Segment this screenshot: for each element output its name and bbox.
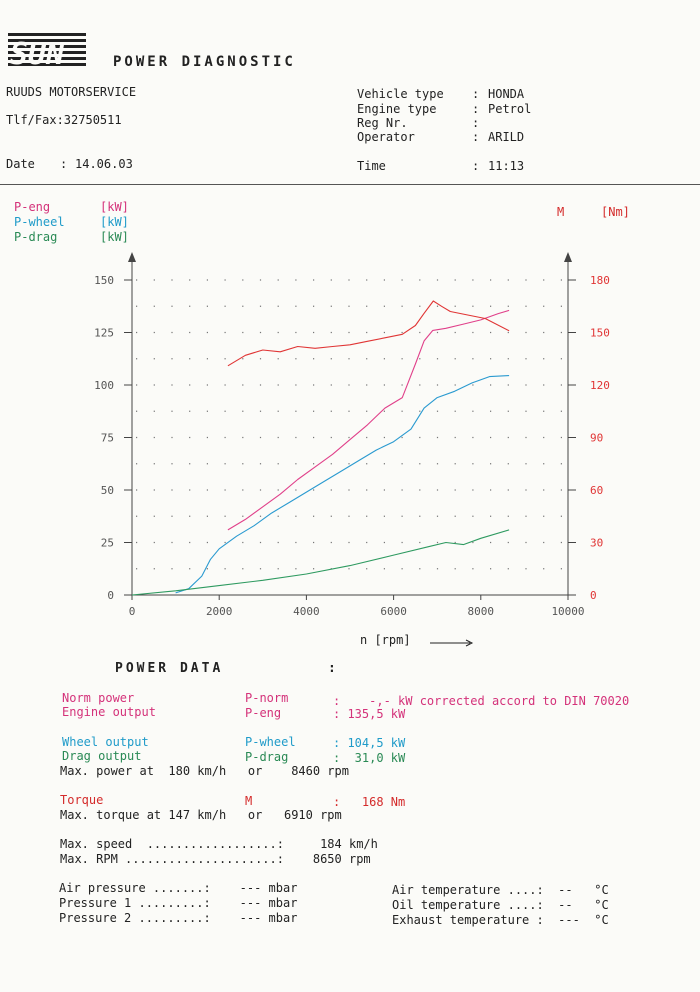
norm-power-label: Norm power [62, 691, 135, 705]
engine-output-sym: P-eng [245, 706, 282, 720]
y-right-tick-label: 180 [590, 274, 610, 287]
legend-p-eng-unit: [kW] [100, 200, 129, 214]
power-data-heading: POWER DATA [115, 661, 224, 676]
engine-type-sep: : [472, 102, 480, 116]
x-tick-label: 10000 [551, 605, 584, 618]
power-chart: 0 25 50 75 100 125 150 0 30 60 90 120 150 180 0 2000 400… [94, 252, 610, 618]
shop-name: RUUDS MOTORSERVICE [6, 85, 137, 99]
y-left-tick-label: 0 [107, 589, 114, 602]
power-data-colon: : [328, 661, 336, 676]
engine-type-value: Petrol [488, 102, 532, 116]
x-tick-label: 8000 [468, 605, 495, 618]
time-sep: : [472, 159, 480, 173]
legend-p-eng: P-eng [14, 200, 51, 214]
y-right-tick-label: 90 [590, 432, 603, 445]
engine-output-value: : 135,5 kW [333, 707, 406, 721]
wheel-output-label: Wheel output [62, 735, 149, 749]
x-tick-label: 2000 [206, 605, 233, 618]
drag-output-value: : 31,0 kW [333, 751, 406, 765]
torque-value: : 168 Nm [333, 795, 406, 809]
series-line-p-drag [131, 529, 510, 596]
legend-m-unit: [Nm] [601, 205, 630, 219]
x-tick-label: 0 [129, 605, 136, 618]
vehicle-type-label: Vehicle type [357, 87, 444, 101]
y-right-tick-label: 30 [590, 537, 603, 550]
torque-sym: M [245, 794, 253, 808]
series-line-p-eng [227, 309, 510, 531]
x-tick-label: 6000 [380, 605, 407, 618]
y-left-tick-label: 75 [101, 432, 114, 445]
date-label: Date [6, 157, 35, 171]
y-right-tick-label: 60 [590, 484, 603, 497]
drag-output-sym: P-drag [245, 750, 289, 764]
y-left-tick-label: 125 [94, 327, 114, 340]
legend-p-drag: P-drag [14, 230, 58, 244]
legend-p-drag-unit: [kW] [100, 230, 129, 244]
wheel-output-sym: P-wheel [245, 735, 296, 749]
max-speed-line: Max. speed ..................: 184 km/h [60, 837, 378, 851]
vehicle-type-sep: : [472, 87, 480, 101]
y-axis-left-arrow-icon [128, 252, 136, 262]
chart-ticks: 0 25 50 75 100 125 150 0 30 60 90 120 150 180 0 2000 400… [94, 274, 610, 618]
y-axis-right-arrow-icon [564, 252, 572, 262]
y-right-tick-label: 0 [590, 589, 597, 602]
arrow-right-icon [430, 639, 474, 647]
air-pressure-line: Air pressure .......: --- mbar [59, 881, 298, 895]
operator-label: Operator [357, 130, 415, 144]
vehicle-type-value: HONDA [488, 87, 525, 101]
oil-temp-line: Oil temperature ....: -- °C [392, 898, 609, 912]
pressure2-line: Pressure 2 .........: --- mbar [59, 911, 298, 925]
y-right-tick-label: 150 [590, 327, 610, 340]
legend-p-wheel: P-wheel [14, 215, 65, 229]
y-left-tick-label: 100 [94, 379, 114, 392]
engine-type-label: Engine type [357, 102, 437, 116]
pressure1-line: Pressure 1 .........: --- mbar [59, 896, 298, 910]
page-title: POWER DIAGNOSTIC [113, 54, 296, 70]
engine-output-label: Engine output [62, 705, 156, 719]
exhaust-temp-line: Exhaust temperature : --- °C [392, 913, 609, 927]
tlf-fax: Tlf/Fax:32750511 [6, 113, 122, 127]
torque-label: Torque [60, 793, 104, 807]
legend-m: M [557, 205, 565, 219]
reg-nr-label: Reg Nr. [357, 116, 408, 130]
drag-output-label: Drag output [62, 749, 142, 763]
time-value: 11:13 [488, 159, 525, 173]
y-left-tick-label: 150 [94, 274, 114, 287]
x-tick-label: 4000 [293, 605, 320, 618]
header-divider [0, 184, 700, 185]
max-torque-line: Max. torque at 147 km/h or 6910 rpm [60, 808, 342, 822]
series-line-m [227, 300, 510, 367]
chart-axes [128, 252, 572, 596]
max-rpm-line: Max. RPM .....................: 8650 rpm [60, 852, 371, 866]
svg-text:SUN: SUN [10, 37, 65, 69]
chart-grid [136, 279, 564, 570]
y-left-tick-label: 50 [101, 484, 114, 497]
legend-p-wheel-unit: [kW] [100, 215, 129, 229]
norm-power-value: : -,- kW corrected accord to DIN 70020 [333, 694, 630, 708]
max-power-line: Max. power at 180 km/h or 8460 rpm [60, 764, 349, 778]
y-right-tick-label: 120 [590, 379, 610, 392]
date-sep: : [60, 157, 68, 171]
x-axis-label: n [rpm] [360, 633, 411, 647]
chart-lines [131, 300, 510, 596]
norm-power-sym: P-norm [245, 691, 289, 705]
y-left-tick-label: 25 [101, 537, 114, 550]
sun-logo: SUN [8, 33, 86, 69]
date-value: 14.06.03 [75, 157, 133, 171]
reg-nr-sep: : [472, 116, 480, 130]
operator-value: ARILD [488, 130, 525, 144]
operator-sep: : [472, 130, 480, 144]
wheel-output-value: : 104,5 kW [333, 736, 406, 750]
time-label: Time [357, 159, 386, 173]
series-line-p-wheel [175, 375, 510, 594]
air-temp-line: Air temperature ....: -- °C [392, 883, 609, 897]
